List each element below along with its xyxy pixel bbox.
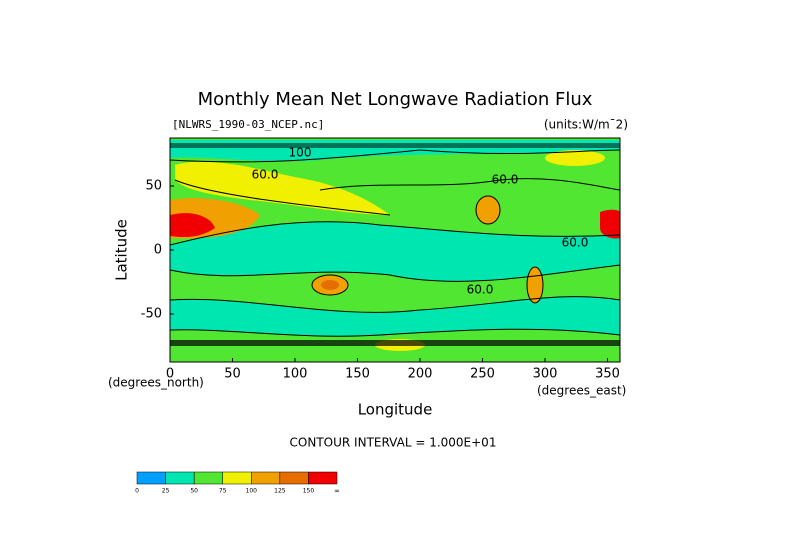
y-tick-label: -50	[141, 307, 162, 322]
contour-lines	[169, 149, 621, 337]
x-axis-label: Longitude	[358, 401, 433, 419]
contour-label: 60.0	[562, 236, 589, 250]
field-region	[170, 296, 620, 337]
colorbar-box	[136, 471, 166, 485]
y-tick-label: 0	[154, 243, 162, 258]
chart-title: Monthly Mean Net Longwave Radiation Flux	[198, 89, 593, 110]
file-label: [NLWRS_1990-03_NCEP.nc]	[172, 118, 324, 131]
x-tick-label: 300	[533, 367, 558, 382]
y-unit-label: (degrees_north)	[108, 376, 204, 390]
colorbar-label: ∞	[334, 487, 340, 495]
units-label: (units:W/m¯2)	[544, 118, 628, 132]
colorbar-box	[222, 471, 252, 485]
colorbar-box	[165, 471, 195, 485]
colorbar-label: 50	[190, 488, 198, 495]
x-tick-label: 350	[595, 367, 620, 382]
colorbar-box	[279, 471, 309, 485]
x-tick-label: 250	[470, 367, 495, 382]
y-tick-label: 50	[145, 179, 162, 194]
field-contours	[170, 143, 620, 148]
field-contours	[170, 340, 620, 346]
field-region	[476, 196, 500, 224]
colorbar-label: 100	[246, 488, 258, 495]
colorbar-box	[193, 471, 223, 485]
field-region	[600, 209, 620, 239]
field-region	[170, 221, 620, 282]
x-tick-label: 150	[345, 367, 370, 382]
contour-label: 100	[289, 146, 312, 160]
field-region	[170, 213, 215, 238]
colorbar-label: 125	[274, 488, 286, 495]
x-tick-label: 50	[224, 367, 241, 382]
colorbar-label: 150	[303, 488, 315, 495]
annotation: CONTOUR INTERVAL = 1.000E+01	[290, 436, 497, 450]
colorbar-label: 75	[219, 488, 227, 495]
y-axis-label: Latitude	[113, 219, 131, 281]
field-region	[321, 280, 339, 290]
contour-label: 60.0	[467, 283, 494, 297]
contour-label: 60.0	[492, 173, 519, 187]
x-unit-label: (degrees_east)	[537, 384, 626, 398]
field-region	[545, 150, 605, 166]
colorbar-box	[308, 471, 338, 485]
x-tick-label: 100	[283, 367, 308, 382]
x-tick-label: 200	[408, 367, 433, 382]
x-tick-label: 0	[166, 367, 174, 382]
field-region	[175, 161, 390, 215]
colorbar-label: 0	[135, 488, 139, 495]
contour-field	[169, 137, 621, 363]
colorbar-label: 25	[162, 488, 170, 495]
contour-label: 60.0	[252, 168, 279, 182]
colorbar-box	[251, 471, 281, 485]
